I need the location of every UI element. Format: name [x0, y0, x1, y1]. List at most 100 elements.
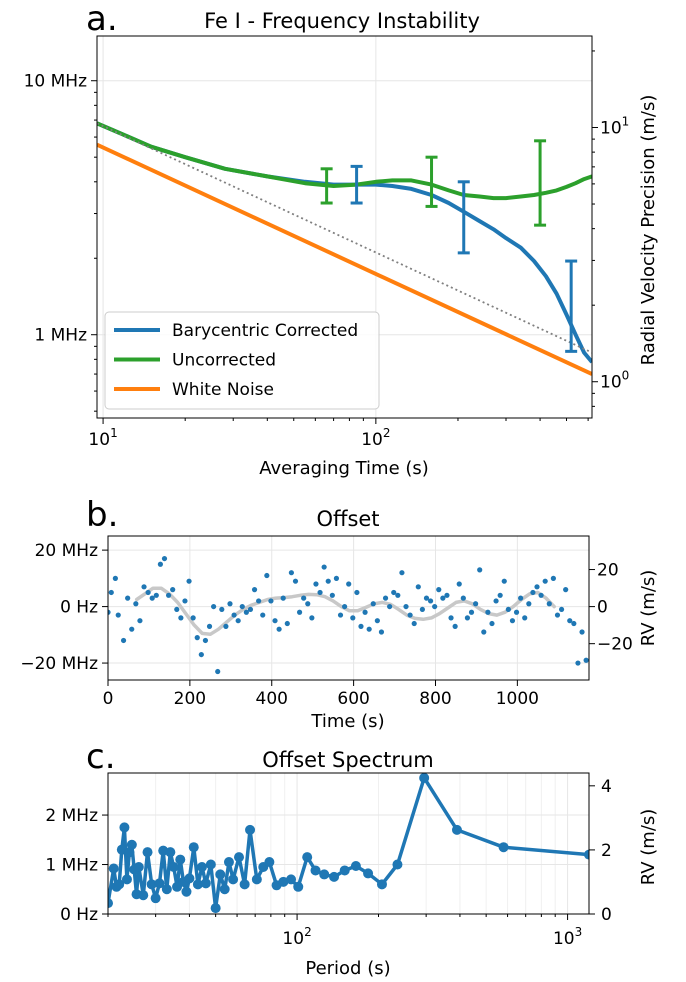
panel-b-point-110: [554, 612, 561, 618]
panel-a-y2tick-label-1: 101: [600, 114, 629, 138]
panel-c-point-32: [215, 869, 226, 880]
panel-c-point-55: [419, 773, 430, 783]
panel-b-point-102: [522, 615, 528, 621]
panel-b-point-99: [509, 618, 516, 624]
panel-b-xlabel: Time (s): [310, 711, 384, 732]
panel-a-frequency-instability: a. Fe I - Frequency Instability 101 1021 …: [24, 0, 659, 479]
panel-b-xtick-label-4: 800: [419, 689, 451, 709]
panel-b-point-100: [513, 609, 520, 615]
panel-b-point-17: [174, 606, 180, 613]
panel-a-legend-box: [104, 311, 380, 410]
panel-c-xtick-label-0-base: 10: [282, 929, 304, 949]
panel-b-point-111: [558, 606, 565, 613]
panel-b-point-70: [391, 589, 397, 596]
panel-b-point-68: [382, 595, 389, 601]
panel-b-point-35: [247, 606, 254, 613]
panel-a-xtick-label-0-base: 10: [88, 430, 110, 450]
panel-a-series-1: [97, 121, 592, 201]
panel-b-frame: [107, 535, 590, 681]
panel-c-point-28: [196, 862, 207, 872]
panel-b-point-28: [219, 606, 225, 613]
panel-b-point-46: [292, 578, 299, 584]
panel-b-point-115: [575, 660, 581, 666]
panel-c-point-1: [108, 863, 119, 874]
panel-a-y2tick-label-0: 100: [600, 369, 629, 393]
panel-c-point-19: [165, 847, 176, 858]
panel-b-point-86: [456, 581, 462, 587]
panel-b-point-66: [374, 618, 380, 624]
panel-b-point-18: [178, 615, 184, 621]
panel-c-point-56: [451, 824, 462, 835]
panel-b-point-73: [403, 603, 409, 610]
panel-b-point-63: [362, 609, 368, 615]
panel-b-point-57: [337, 612, 344, 618]
panel-c-point-8: [126, 839, 137, 850]
panel-b-point-82: [440, 595, 446, 601]
panel-b-point-44: [284, 620, 290, 627]
panel-b-point-8: [137, 618, 143, 624]
panel-c-ytick-label-0: 0 Hz: [60, 905, 98, 925]
panel-b-point-47: [296, 609, 303, 615]
panel-a-xtick-label-0-exp: 1: [110, 426, 118, 440]
panel-b-point-80: [432, 603, 438, 610]
panel-c-point-6: [121, 874, 132, 885]
panel-c-point-47: [310, 865, 321, 876]
panel-b-point-72: [399, 570, 405, 576]
panel-c-point-52: [363, 868, 374, 879]
panel-c-point-45: [293, 881, 304, 892]
panel-a-y2tick-label-0-exp: 0: [622, 369, 630, 383]
panel-b-point-114: [571, 620, 577, 627]
panel-b-point-79: [427, 598, 434, 604]
panel-b-xtick-label-1: 200: [174, 689, 206, 709]
panel-c-point-26: [188, 842, 199, 853]
panel-b-xtick-label-0: 0: [103, 689, 114, 709]
panel-c-point-35: [228, 874, 239, 885]
panel-b-point-65: [370, 601, 376, 607]
panel-b-point-109: [550, 575, 556, 581]
panel-b-point-54: [325, 578, 331, 584]
panel-b-point-6: [129, 626, 135, 632]
panel-b-point-19: [182, 598, 188, 604]
panel-c-point-43: [278, 876, 289, 887]
panel-b-point-51: [313, 581, 319, 587]
panel-c-point-30: [205, 859, 216, 870]
panel-c-point-11: [133, 862, 144, 872]
panel-b-point-106: [538, 592, 544, 598]
panel-c-point-20: [168, 862, 179, 872]
panel-b-y2tick-label-0: −20: [597, 635, 633, 655]
panel-b-point-53: [321, 564, 327, 570]
panel-b-y2tick-label-2: 20: [597, 561, 619, 581]
panel-b-point-104: [530, 589, 536, 596]
panel-c-point-53: [376, 879, 387, 890]
panel-b-point-87: [460, 595, 466, 601]
panel-c-point-15: [150, 893, 161, 904]
panel-a-legend-label-0: Barycentric Corrected: [172, 321, 358, 341]
panel-b-point-85: [452, 623, 458, 629]
panel-a-y2tick-label-0-base: 10: [600, 373, 622, 393]
panel-b-title: Offset: [316, 507, 379, 531]
panel-b-point-105: [534, 584, 540, 590]
panel-b-point-112: [563, 587, 569, 593]
panel-b-point-3: [115, 612, 121, 618]
panel-b-point-39: [264, 572, 270, 579]
panel-b-point-26: [211, 603, 217, 610]
panel-c-point-18: [161, 884, 172, 895]
panel-c-point-58: [584, 849, 589, 860]
panel-c-grid: [107, 773, 589, 915]
panel-b-point-92: [481, 629, 487, 635]
panel-c-point-36: [234, 852, 245, 863]
panel-a-ytick-label-0: 1 MHz: [34, 326, 87, 346]
panel-b-point-67: [378, 629, 385, 635]
panel-c-plot-area: [108, 773, 589, 914]
panel-a-frame: [96, 35, 593, 419]
panel-c-point-38: [245, 824, 256, 835]
panel-b-point-2: [112, 575, 118, 581]
panel-a-errorbar-1: [350, 164, 363, 205]
panel-b-point-20: [186, 578, 192, 584]
panel-c-xtick-label-0-exp: 2: [304, 925, 312, 939]
panel-b-point-84: [448, 615, 454, 621]
panel-c-point-37: [239, 879, 250, 890]
panel-b-point-13: [157, 561, 163, 567]
